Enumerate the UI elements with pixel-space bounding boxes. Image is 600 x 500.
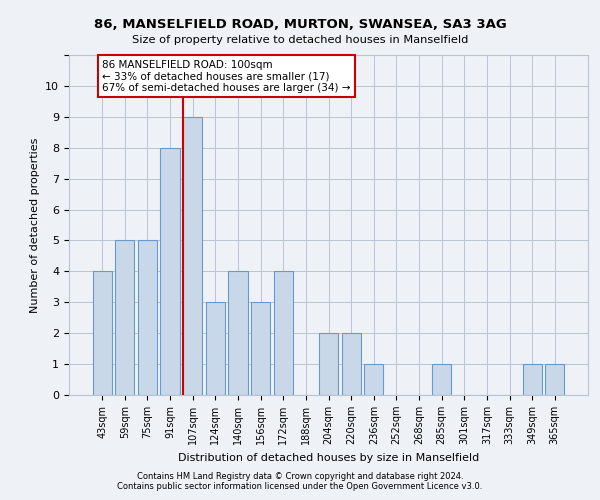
Text: Size of property relative to detached houses in Manselfield: Size of property relative to detached ho… xyxy=(132,35,468,45)
Bar xyxy=(115,240,134,395)
Bar xyxy=(319,333,338,395)
Bar xyxy=(545,364,565,395)
Bar xyxy=(229,272,248,395)
Bar xyxy=(341,333,361,395)
Bar xyxy=(138,240,157,395)
Bar xyxy=(523,364,542,395)
Text: Contains public sector information licensed under the Open Government Licence v3: Contains public sector information licen… xyxy=(118,482,482,491)
Text: Contains HM Land Registry data © Crown copyright and database right 2024.: Contains HM Land Registry data © Crown c… xyxy=(137,472,463,481)
Bar xyxy=(183,117,202,395)
Bar xyxy=(160,148,180,395)
Bar xyxy=(274,272,293,395)
X-axis label: Distribution of detached houses by size in Manselfield: Distribution of detached houses by size … xyxy=(178,452,479,462)
Text: 86 MANSELFIELD ROAD: 100sqm
← 33% of detached houses are smaller (17)
67% of sem: 86 MANSELFIELD ROAD: 100sqm ← 33% of det… xyxy=(103,60,351,93)
Y-axis label: Number of detached properties: Number of detached properties xyxy=(30,138,40,312)
Text: 86, MANSELFIELD ROAD, MURTON, SWANSEA, SA3 3AG: 86, MANSELFIELD ROAD, MURTON, SWANSEA, S… xyxy=(94,18,506,30)
Bar xyxy=(206,302,225,395)
Bar xyxy=(251,302,270,395)
Bar xyxy=(432,364,451,395)
Bar xyxy=(92,272,112,395)
Bar xyxy=(364,364,383,395)
